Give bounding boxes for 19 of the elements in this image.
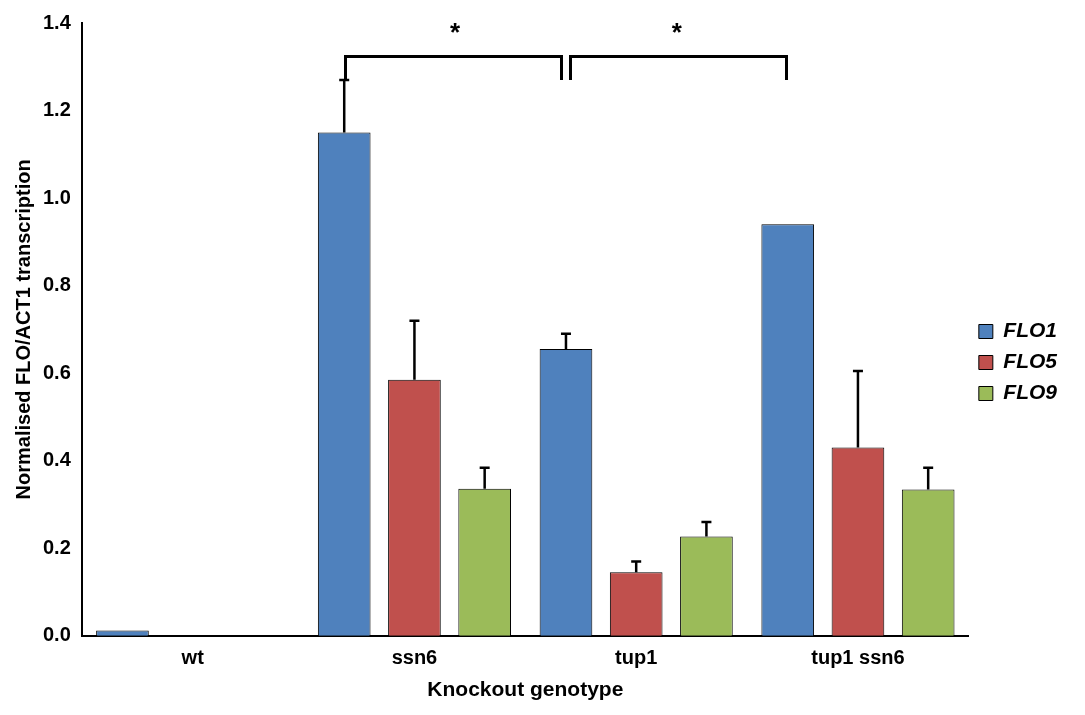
x-tick-label: tup1 ssn6 [811, 646, 905, 669]
legend-label: FLO5 [1003, 349, 1058, 373]
x-axis-title: Knockout genotype [427, 677, 624, 701]
annotation: * [450, 17, 462, 47]
x-tick-label: ssn6 [391, 646, 438, 669]
y-tick-label: 1.4 [42, 10, 72, 33]
y-tick-label: 1.0 [42, 185, 71, 208]
y-tick-label: 0.2 [42, 535, 71, 558]
y-tick-label: 1.2 [42, 98, 71, 121]
y-axis-title: Normalised FLO/ACT1 transcription [11, 159, 34, 500]
x-tick-label: tup1 [615, 646, 658, 669]
y-tick-label: 0.4 [42, 448, 72, 471]
y-tick-label: 0.0 [42, 623, 71, 646]
y-tick-label: 0.8 [42, 273, 71, 296]
y-tick-label: 0.6 [42, 360, 71, 383]
x-tick-label: wt [180, 646, 205, 669]
annotation: * [671, 17, 683, 47]
legend-label: FLO9 [1003, 380, 1058, 404]
legend-label: FLO1 [1003, 318, 1057, 342]
